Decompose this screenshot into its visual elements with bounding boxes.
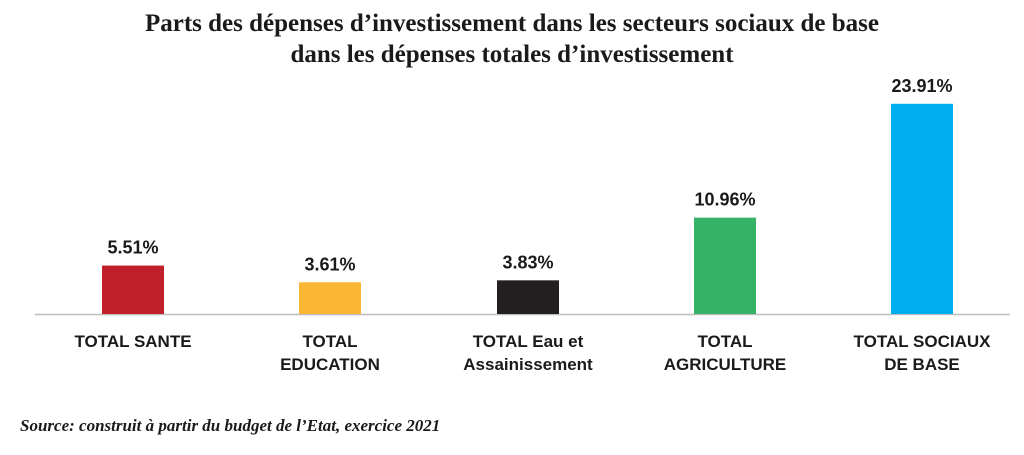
chart-title: Parts des dépenses d’investissement dans…: [0, 8, 1024, 70]
bar: [891, 103, 953, 314]
data-label: 5.51%: [107, 238, 158, 258]
category-label: TOTAL SANTE: [74, 332, 191, 351]
bar: [102, 265, 164, 314]
chart-title-line-1: Parts des dépenses d’investissement dans…: [144, 10, 880, 37]
category-label: DE BASE: [884, 355, 960, 374]
category-label: TOTAL: [302, 332, 357, 351]
bar: [694, 217, 756, 314]
data-label: 3.83%: [502, 252, 553, 272]
category-label: EDUCATION: [280, 355, 380, 374]
data-label: 10.96%: [694, 190, 755, 210]
data-label: 23.91%: [891, 76, 952, 96]
chart-title-line-2: dans les dépenses totales d’investisseme…: [290, 41, 734, 68]
category-label: TOTAL: [697, 332, 752, 351]
bar: [497, 280, 559, 314]
category-label: Assainissement: [463, 355, 593, 374]
bar: [299, 282, 361, 314]
category-label: TOTAL SOCIAUX: [854, 332, 992, 351]
source-note: Source: construit à partir du budget de …: [20, 416, 441, 435]
category-label: AGRICULTURE: [664, 355, 786, 374]
category-label: TOTAL Eau et: [473, 332, 584, 351]
data-label: 3.61%: [304, 254, 355, 274]
